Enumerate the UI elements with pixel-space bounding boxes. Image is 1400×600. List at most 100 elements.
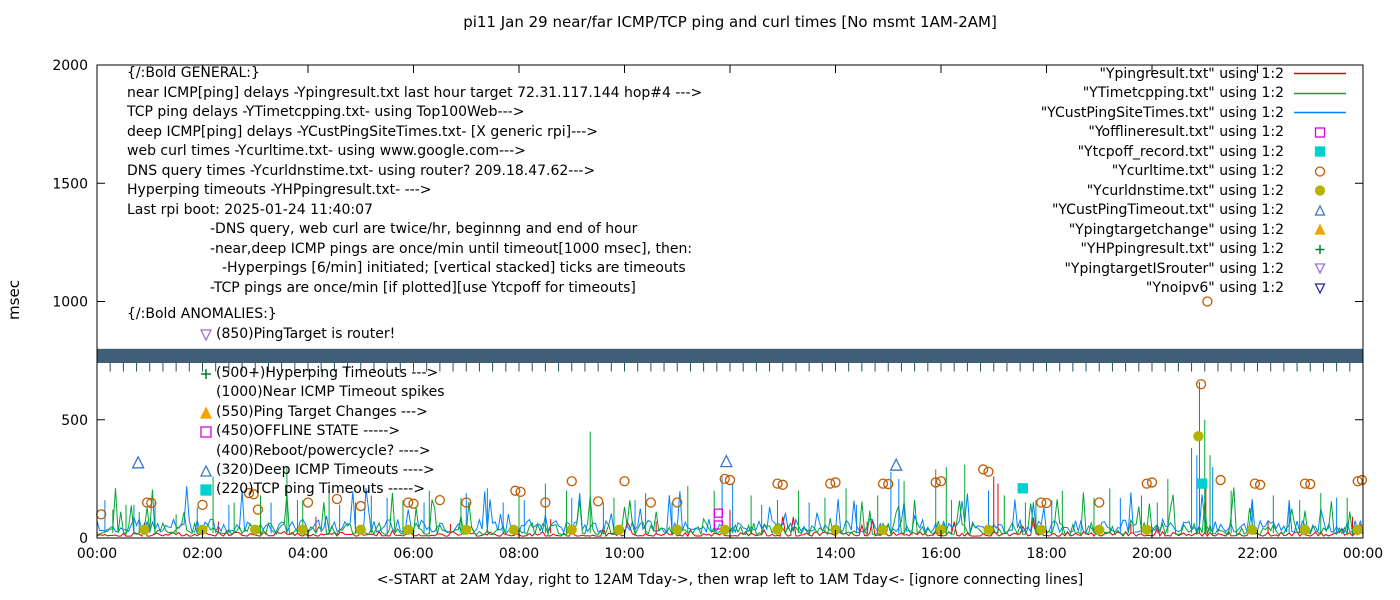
noipv6-band: [97, 348, 1363, 363]
anomaly-text: (320)Deep ICMP Timeouts ---->: [216, 461, 435, 478]
legend-item-label: "YHPpingresult.txt" using 1:2: [1080, 241, 1284, 258]
anomaly-text: (550)Ping Target Changes --->: [216, 403, 428, 420]
legend-item-label: "Ycurldnstime.txt" using 1:2: [1086, 182, 1284, 199]
axis-tick-labels: 00:00 02:00 04:00 06:00 08:00 10:00 12:00 14:00…: [52, 58, 1383, 562]
scatter-Ytcpoff_record.txt: [1017, 478, 1208, 494]
y-axis-label: msec: [5, 280, 23, 320]
scatter-YCustPingTimeout.txt: [131, 454, 903, 471]
legend-item-label: "Yofflineresult.txt" using 1:2: [1088, 124, 1284, 141]
legend-item-label: "YpingtargetISrouter" using 1:2: [1064, 260, 1284, 277]
general-line: -TCP pings are once/min [if plotted][use…: [210, 279, 636, 296]
svg-text:18:00: 18:00: [1026, 546, 1066, 562]
anomaly-line: (550)Ping Target Changes --->: [127, 402, 445, 421]
legend-circle-filled-icon: [1314, 185, 1326, 196]
legend-square-filled-icon: [1314, 146, 1326, 157]
anomaly-square-open-icon: [200, 426, 212, 438]
svg-text:12:00: 12:00: [710, 546, 750, 562]
general-line: web curl times -Ycurltime.txt- using www…: [127, 143, 526, 159]
legend-square-open-icon: [1314, 127, 1326, 138]
anomaly-text: (850)PingTarget is router!: [216, 326, 396, 343]
plot-border-and-ticks: [96, 64, 1364, 539]
legend-triangle-up-filled-icon: [1314, 223, 1326, 235]
legend-item-label: "Ypingresult.txt" using 1:2: [1099, 65, 1284, 82]
svg-text:06:00: 06:00: [393, 546, 433, 562]
legend-item: "Ypingtargetchange" using 1:2: [1041, 220, 1348, 240]
anomaly-text: (500+)Hyperping Timeouts --->: [216, 364, 439, 381]
legend-triangle-up-open-icon: [1314, 204, 1326, 216]
anomaly-text: (400)Reboot/powercycle? ---->: [216, 442, 431, 459]
legend-item: "YHPpingresult.txt" using 1:2: [1041, 240, 1348, 260]
anomaly-line: (400)Reboot/powercycle? ---->: [127, 441, 445, 460]
legend-item-label: "Ytcpoff_record.txt" using 1:2: [1077, 143, 1284, 160]
anomaly-line: (450)OFFLINE STATE ----->: [127, 421, 445, 440]
general-line: Last rpi boot: 2025-01-24 11:40:07: [127, 201, 373, 218]
scatter-Ycurltime.txt: [96, 296, 1368, 520]
svg-text:500: 500: [61, 413, 88, 429]
legend-item-label: "YTimetcpping.txt" using 1:2: [1082, 85, 1284, 102]
general-line: -DNS query, web curl are twice/hr, begin…: [210, 221, 638, 237]
general-line: TCP ping delays -YTimetcpping.txt- using…: [127, 104, 525, 120]
scatter-Ycurldnstime.txt: [139, 431, 1363, 535]
anomaly-line: (1000)Near ICMP Timeout spikes: [127, 383, 445, 402]
anomaly-line: (850)PingTarget is router!: [127, 325, 445, 344]
svg-text:08:00: 08:00: [499, 546, 539, 562]
legend-item-label: "YCustPingTimeout.txt" using 1:2: [1051, 202, 1284, 219]
legend-triangle-down-open-icon: [1314, 283, 1326, 295]
general-line: -Hyperpings [6/min] initiated; [vertical…: [222, 260, 686, 276]
svg-text:04:00: 04:00: [288, 546, 328, 562]
svg-text:00:00: 00:00: [1343, 546, 1383, 562]
svg-text:16:00: 16:00: [921, 546, 961, 562]
anomaly-line: (500+)Hyperping Timeouts --->: [127, 363, 445, 382]
x-axis-label: <-START at 2AM Yday, right to 12AM Tday-…: [376, 572, 1084, 588]
anomaly-square-filled-icon: [200, 484, 212, 496]
general-line: deep ICMP[ping] delays -YCustPingSiteTim…: [127, 123, 598, 140]
anomaly-triangle-up-filled-icon: [199, 406, 213, 419]
scatter-Yofflineresult.txt: [713, 508, 724, 530]
anomaly-icon-spacer: [198, 443, 214, 459]
svg-text:2000: 2000: [52, 58, 88, 74]
legend-line-sample: [1294, 73, 1346, 75]
svg-text:14:00: 14:00: [815, 546, 855, 562]
anomalies-annotations: {/:Bold ANOMALIES:} (850)PingTarget is r…: [127, 305, 445, 499]
general-annotations: {/:Bold GENERAL:} near ICMP[ping] delays…: [127, 64, 702, 298]
legend-line-sample: [1294, 92, 1346, 94]
legend-circle-open-icon: [1314, 166, 1326, 177]
anomaly-plus-icon: [201, 368, 211, 379]
svg-text:1500: 1500: [52, 176, 88, 192]
legend: "Ypingresult.txt" using 1:2 "YTimetcpping…: [1041, 64, 1348, 298]
anomaly-triangle-down-open-icon: [199, 329, 213, 342]
svg-text:0: 0: [79, 531, 88, 547]
svg-text:22:00: 22:00: [1237, 546, 1277, 562]
anomaly-text: (450)OFFLINE STATE ----->: [216, 423, 401, 440]
anomaly-icon-spacer: [198, 346, 214, 362]
legend-item-label: "Ypingtargetchange" using 1:2: [1068, 221, 1284, 238]
svg-text:02:00: 02:00: [182, 546, 222, 562]
svg-text:20:00: 20:00: [1132, 546, 1172, 562]
anomaly-text: (220)TCP ping Timeouts ----->: [216, 481, 425, 498]
chart-title: pi11 Jan 29 near/far ICMP/TCP ping and c…: [463, 13, 997, 31]
legend-item-label: "Ycurltime.txt" using 1:2: [1111, 163, 1284, 180]
legend-line-sample: [1294, 112, 1346, 114]
anomalies-heading: {/:Bold ANOMALIES:}: [127, 306, 277, 322]
svg-text:00:00: 00:00: [77, 546, 117, 562]
general-line: -near,deep ICMP pings are once/min until…: [210, 240, 693, 257]
legend-item: "Ycurltime.txt" using 1:2: [1041, 162, 1348, 182]
svg-text:1000: 1000: [52, 295, 88, 311]
anomaly-line-hidden-by-band: [127, 344, 445, 363]
anomaly-icon-spacer: [198, 384, 214, 400]
anomaly-text: (1000)Near ICMP Timeout spikes: [216, 384, 445, 401]
legend-triangle-down-open-icon: [1314, 263, 1326, 275]
legend-item: "Ytcpoff_record.txt" using 1:2: [1041, 142, 1348, 162]
legend-item: "Ypingresult.txt" using 1:2: [1041, 64, 1348, 84]
legend-item: "YCustPingTimeout.txt" using 1:2: [1041, 201, 1348, 221]
general-line: near ICMP[ping] delays -Ypingresult.txt …: [127, 84, 703, 101]
general-line: Hyperping timeouts -YHPpingresult.txt- -…: [127, 182, 432, 198]
legend-item: "YpingtargetISrouter" using 1:2: [1041, 259, 1348, 279]
legend-item-label: "Ynoipv6" using 1:2: [1145, 280, 1284, 297]
anomaly-triangle-up-open-icon: [199, 464, 213, 477]
svg-text:10:00: 10:00: [604, 546, 644, 562]
legend-item: "Ycurldnstime.txt" using 1:2: [1041, 181, 1348, 201]
general-line: DNS query times -Ycurldnstime.txt- using…: [127, 162, 596, 179]
